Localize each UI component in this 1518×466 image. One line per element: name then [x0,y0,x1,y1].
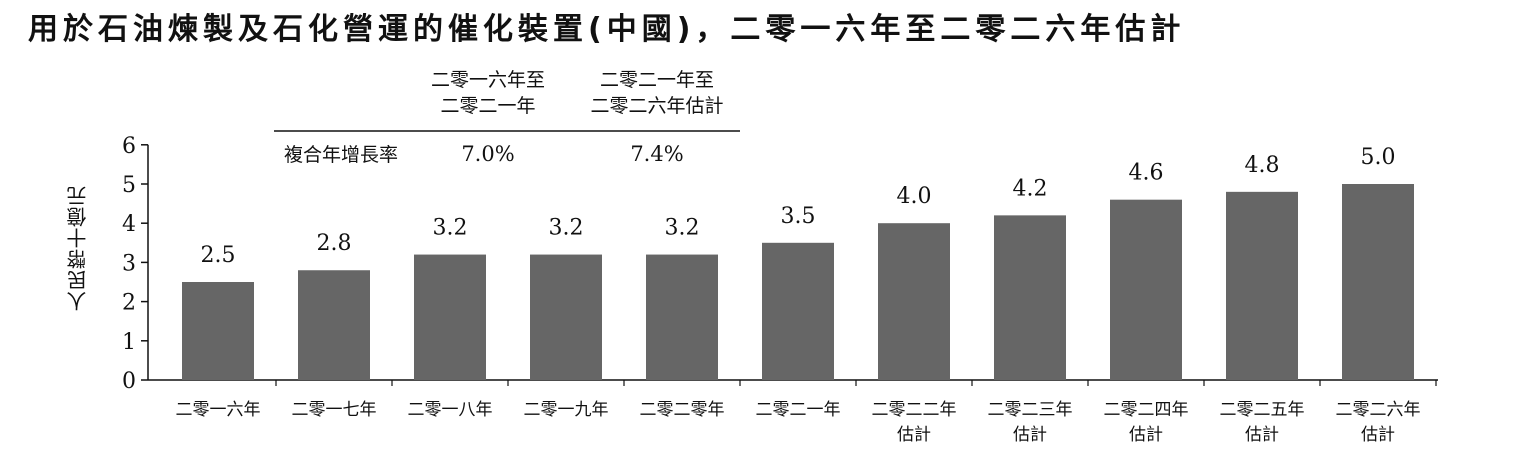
x-tick-label: 估計 [897,425,931,445]
cagr-period-header: 二零二一年 [440,95,535,117]
bar [994,215,1066,380]
x-tick-label: 二零二五年 [1220,400,1305,420]
bar-value-label: 3.2 [433,216,468,241]
y-tick-label: 5 [122,173,136,198]
bar-value-label: 2.5 [201,243,236,268]
bar-value-label: 4.2 [1013,176,1048,201]
bar-value-label: 4.0 [897,184,932,209]
bar [182,282,254,380]
x-tick-label: 估計 [1361,425,1395,445]
cagr-row-label: 複合年增長率 [284,144,398,166]
x-tick-label: 二零二二年 [872,400,957,420]
bar-value-label: 4.6 [1129,161,1164,186]
bar [298,270,370,380]
y-tick-label: 3 [122,251,136,276]
x-tick-label: 二零二零年 [640,400,725,420]
y-tick-label: 0 [122,369,136,394]
cagr-period-header: 二零一六年至 [431,69,545,91]
y-tick-label: 4 [122,212,136,237]
x-tick-label: 二零一七年 [292,400,377,420]
x-tick-label: 二零二六年 [1336,400,1421,420]
bar [1342,184,1414,380]
x-tick-label: 二零二四年 [1104,400,1189,420]
x-tick-label: 二零二三年 [988,400,1073,420]
bar [1110,199,1182,380]
bar-value-label: 4.8 [1245,153,1280,178]
x-tick-label: 二零一八年 [408,400,493,420]
bar-value-label: 3.2 [665,216,700,241]
bar [1226,191,1298,380]
cagr-value: 7.0% [461,142,514,166]
x-tick-label: 估計 [1013,425,1047,445]
y-tick-label: 6 [122,134,136,159]
x-tick-label: 二零一六年 [176,400,261,420]
x-tick-label: 估計 [1129,425,1163,445]
bar-value-label: 2.8 [317,231,352,256]
x-tick-label: 二零一九年 [524,400,609,420]
y-tick-label: 1 [122,330,136,355]
chart-title: 用於石油煉製及石化營運的催化裝置(中國)，二零一六年至二零二六年估計 [28,12,1186,47]
cagr-period-header: 二零二一年至 [600,69,714,91]
cagr-period-header: 二零二六年估計 [590,95,723,117]
bar [646,254,718,380]
bar-value-label: 3.5 [781,204,816,229]
x-tick-label: 二零二一年 [756,400,841,420]
cagr-value: 7.4% [630,142,683,166]
bar [530,254,602,380]
bar-value-label: 3.2 [549,216,584,241]
bar [878,223,950,380]
y-tick-label: 2 [122,291,136,316]
bar [762,242,834,380]
x-tick-label: 估計 [1245,425,1279,445]
bar-value-label: 5.0 [1361,145,1396,170]
bar [414,254,486,380]
